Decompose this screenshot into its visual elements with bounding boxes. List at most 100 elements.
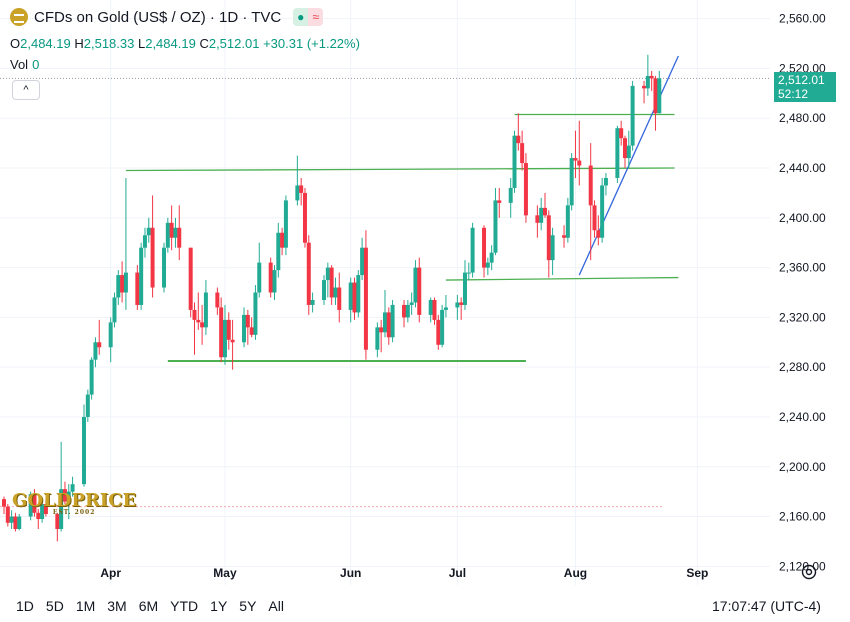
timeframe-3m[interactable]: 3M — [107, 598, 127, 614]
candle-up — [40, 501, 45, 523]
drawn-lines — [0, 55, 770, 508]
y-tick-label: 2,120.00 — [779, 559, 826, 573]
candle-body — [276, 232, 281, 271]
timeframe-1y[interactable]: 1Y — [210, 598, 228, 614]
candle-body — [62, 489, 67, 502]
timeframe-all[interactable]: All — [268, 598, 284, 614]
volume-legend: Vol 0 — [10, 57, 39, 72]
open-label: O — [10, 36, 21, 51]
candle-body — [600, 185, 605, 238]
candle-up — [253, 285, 258, 340]
candle-up — [242, 307, 247, 348]
collapse-legend-button[interactable]: ^ — [12, 80, 40, 100]
candle-up — [493, 187, 498, 256]
candle-body — [550, 235, 555, 261]
market-status[interactable]: ● ≈ — [293, 8, 324, 26]
candle-up — [17, 514, 22, 531]
candle-body — [569, 158, 574, 206]
candle-up — [382, 290, 387, 338]
timeframe-6m[interactable]: 6M — [138, 598, 159, 614]
clock-timezone[interactable]: 17:07:47 (UTC-4) — [712, 598, 821, 614]
volume-value: 0 — [32, 57, 40, 72]
candle-down — [306, 235, 311, 315]
candle-body — [508, 187, 513, 203]
candle-body — [417, 267, 422, 315]
candle-body — [337, 287, 342, 310]
candle-body — [512, 135, 517, 188]
candle-body — [382, 312, 387, 333]
timeframe-5y[interactable]: 5Y — [239, 598, 257, 614]
candle-body — [657, 78, 662, 114]
candle-body — [443, 307, 448, 310]
candle-up — [485, 257, 490, 276]
timeframe-ytd[interactable]: YTD — [170, 598, 199, 614]
candle-body — [112, 297, 117, 323]
candle-body — [642, 85, 647, 89]
x-tick-label: May — [213, 566, 237, 580]
candle-down — [482, 225, 487, 278]
symbol-title[interactable]: CFDs on Gold (US$ / OZ) · 1D · TVC — [34, 8, 282, 26]
settings-icon[interactable] — [800, 563, 818, 581]
candle-body — [622, 138, 627, 159]
timeframe-bar: 1D 5D 1M 3M 6M YTD 1Y 5Y All — [16, 598, 296, 614]
candle-body — [245, 314, 250, 328]
candle-up — [443, 294, 448, 318]
candle-up — [59, 441, 64, 532]
candle-body — [653, 78, 658, 114]
candle-down — [562, 225, 567, 248]
candle-down — [135, 265, 140, 310]
candle-down — [386, 307, 391, 345]
x-tick-label: Jul — [449, 566, 466, 580]
y-tick-label: 2,480.00 — [779, 111, 826, 125]
candle-body — [596, 230, 601, 238]
candle-body — [592, 205, 597, 231]
candle-body — [123, 272, 128, 293]
candle-down — [363, 230, 368, 360]
y-tick-label: 2,320.00 — [779, 310, 826, 324]
timeframe-5d[interactable]: 5D — [45, 598, 64, 614]
candle-up — [123, 177, 128, 310]
timeframe-1m[interactable]: 1M — [75, 598, 96, 614]
wave-icon[interactable]: ≈ — [308, 8, 324, 26]
candle-body — [165, 222, 170, 248]
candle-up — [569, 153, 574, 211]
candle-body — [432, 299, 437, 320]
candle-body — [17, 516, 22, 529]
candle-body — [196, 319, 201, 323]
candle-body — [40, 504, 45, 520]
candle-body — [588, 165, 593, 206]
change-value: +30.31 (+1.22%) — [263, 36, 360, 51]
gold-symbol-icon — [10, 8, 28, 26]
y-tick-label: 2,160.00 — [779, 510, 826, 524]
candle-body — [177, 227, 182, 248]
candle-down — [43, 499, 48, 517]
candle-body — [85, 394, 90, 417]
y-axis[interactable]: 2,560.00 2,520.00 2,480.00 2,440.00 2,400.00… — [779, 12, 826, 574]
candle-down — [497, 187, 502, 218]
candle-body — [268, 262, 273, 293]
candle-body — [520, 143, 525, 164]
candle-body — [162, 247, 167, 288]
candle-body — [333, 287, 338, 298]
candle-body — [173, 227, 178, 238]
candle-up — [333, 277, 338, 305]
candle-body — [169, 222, 174, 238]
y-tick-label: 2,200.00 — [779, 460, 826, 474]
candle-body — [455, 302, 460, 308]
candle-down — [230, 319, 235, 370]
candle-up — [82, 404, 87, 487]
candle-down — [573, 130, 578, 178]
candle-body — [200, 322, 205, 328]
candle-body — [188, 247, 193, 310]
level-2352 — [445, 276, 679, 281]
candle-body — [295, 185, 300, 201]
candle-body — [348, 282, 353, 310]
candle-body — [466, 272, 471, 274]
candle-body — [150, 227, 155, 288]
candle-up — [470, 222, 475, 278]
x-axis[interactable]: Apr May Jun Jul Aug Sep — [100, 566, 708, 580]
market-open-icon[interactable]: ● — [293, 8, 309, 26]
candle-body — [222, 319, 227, 358]
timeframe-1d[interactable]: 1D — [16, 598, 34, 614]
